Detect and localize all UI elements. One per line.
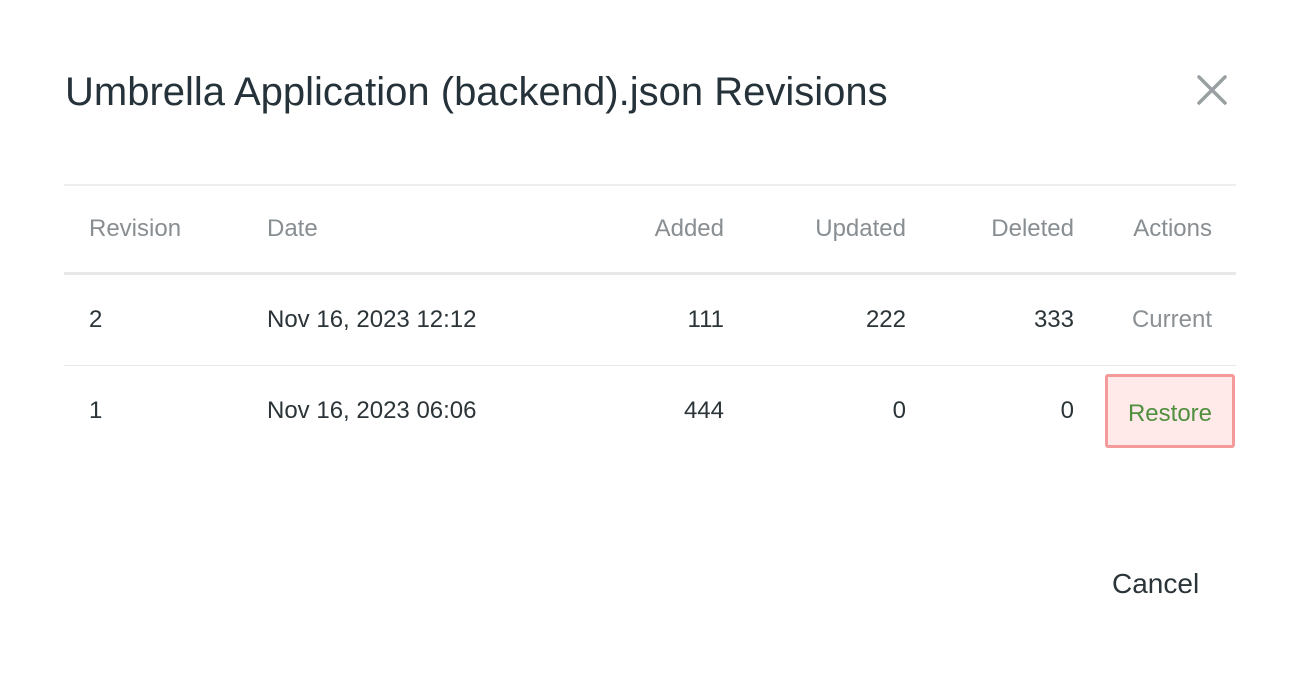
cell-deleted: 0 bbox=[1060, 397, 1074, 424]
dialog-title: Umbrella Application (backend).json Revi… bbox=[65, 70, 888, 114]
cell-deleted: 333 bbox=[907, 273, 1075, 366]
current-label: Current bbox=[1075, 273, 1236, 366]
cell-added: 111 bbox=[528, 273, 725, 366]
cell-revision: 1 bbox=[89, 397, 103, 424]
revisions-table: Revision Date Added Updated Deleted Acti… bbox=[64, 184, 1236, 456]
close-icon[interactable] bbox=[1192, 70, 1232, 110]
header-actions: Actions bbox=[1075, 184, 1236, 275]
cell-date: Nov 16, 2023 06:06 bbox=[267, 397, 477, 424]
header-revision: Revision bbox=[64, 184, 266, 275]
table-row: 2 Nov 16, 2023 12:12 111 222 333 Current bbox=[64, 273, 1236, 366]
cell-updated: 222 bbox=[725, 273, 907, 366]
header-added: Added bbox=[528, 184, 725, 275]
table-header: Revision Date Added Updated Deleted Acti… bbox=[64, 184, 1236, 275]
cell-added: 444 bbox=[683, 397, 724, 424]
cell-updated: 0 bbox=[892, 397, 906, 424]
header-deleted: Deleted bbox=[907, 184, 1075, 275]
restore-button[interactable]: Restore bbox=[1105, 374, 1235, 448]
cancel-button[interactable]: Cancel bbox=[1112, 568, 1200, 599]
header-updated: Updated bbox=[725, 184, 907, 275]
header-date: Date bbox=[266, 184, 528, 275]
cell-revision: 2 bbox=[64, 273, 266, 366]
table-row: 1 Nov 16, 2023 06:06 444 0 0 Restore bbox=[64, 366, 1236, 457]
cell-date: Nov 16, 2023 12:12 bbox=[266, 273, 528, 366]
